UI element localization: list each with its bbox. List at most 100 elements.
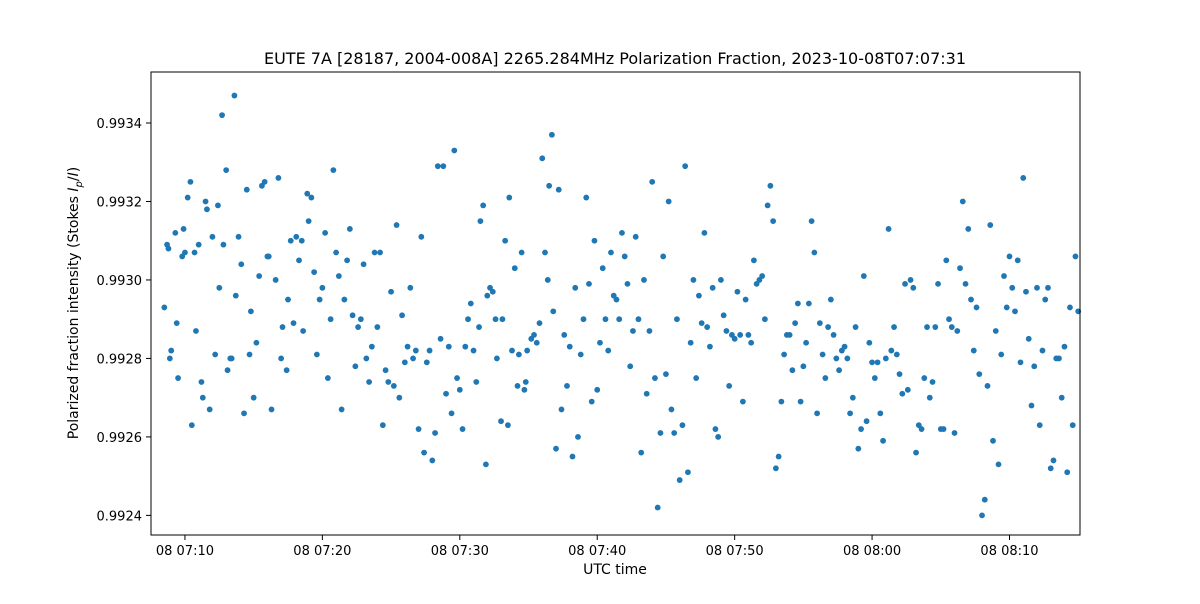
data-point [421,449,427,456]
data-point [869,359,875,366]
data-point [866,339,873,346]
data-point [506,194,513,201]
data-point [976,371,983,378]
data-point [396,394,403,401]
x-tick-label: 08 07:30 [431,544,489,559]
data-point [223,167,230,173]
data-point [734,288,741,295]
data-point [668,406,675,413]
data-point [863,418,870,425]
data-point [594,386,601,393]
data-point [1050,457,1057,464]
data-point [844,355,851,362]
data-point [847,410,853,417]
x-tick-label: 08 07:40 [568,544,626,559]
data-point [1056,355,1062,362]
data-point [825,324,831,330]
data-point [285,296,291,303]
data-point [995,461,1002,468]
data-point [451,147,458,154]
data-point [212,351,219,358]
data-point [696,292,702,299]
data-point [531,331,537,338]
data-point [209,233,216,240]
data-point [1001,273,1007,279]
data-point [357,316,364,323]
data-point [1012,308,1018,315]
data-point [220,241,227,248]
data-point [241,410,247,417]
data-point [1020,175,1027,181]
data-point [1036,422,1043,429]
data-point [250,394,257,401]
data-point [657,430,664,436]
data-point [166,355,173,362]
data-point [182,249,188,256]
data-point [454,375,460,381]
data-point [608,249,614,256]
data-point [489,288,496,295]
data-point [893,351,900,358]
data-point [954,328,961,334]
data-point [515,351,522,358]
data-point [1072,253,1079,260]
data-point [1034,284,1040,291]
data-point [1025,335,1032,342]
data-point [401,359,408,366]
data-point [605,347,612,354]
data-point [616,316,623,323]
data-point [187,178,194,185]
y-tick-label: 0.9930 [97,274,143,289]
data-point [814,410,820,417]
data-point [198,379,205,385]
data-point [184,194,191,201]
data-point [674,316,680,323]
data-point [243,186,250,193]
data-point [1009,284,1016,291]
data-point [308,194,315,201]
data-point [484,292,491,299]
data-point [279,324,286,330]
data-point [726,383,733,389]
data-point [319,284,326,291]
data-point [663,371,669,378]
data-point [1069,422,1076,429]
data-point [943,257,950,264]
data-point [624,280,631,287]
data-point [238,261,245,268]
data-point [275,175,282,181]
data-point [841,343,848,350]
data-point [800,363,807,370]
data-point [627,363,634,370]
data-point [228,355,235,362]
data-point [745,331,752,338]
data-point [313,351,320,358]
data-point [794,300,801,307]
x-tick-label: 08 07:10 [156,544,214,559]
data-point [180,226,187,232]
data-point [926,394,933,401]
data-point [990,437,996,444]
data-point [219,112,225,119]
data-point [569,453,576,460]
data-point [575,434,581,440]
data-point [561,331,568,338]
data-point [781,351,788,358]
data-point [341,296,348,303]
data-point [477,218,484,225]
data-point [731,335,738,342]
data-point [959,198,966,205]
data-point [407,284,414,291]
data-point [566,343,573,350]
data-point [877,410,884,417]
data-point [476,324,482,330]
data-point [588,398,595,405]
data-point [698,320,705,327]
data-point [720,312,727,319]
data-point [921,375,928,381]
data-point [473,379,480,385]
data-point [480,202,487,209]
data-point [215,202,221,209]
data-point [459,426,466,432]
